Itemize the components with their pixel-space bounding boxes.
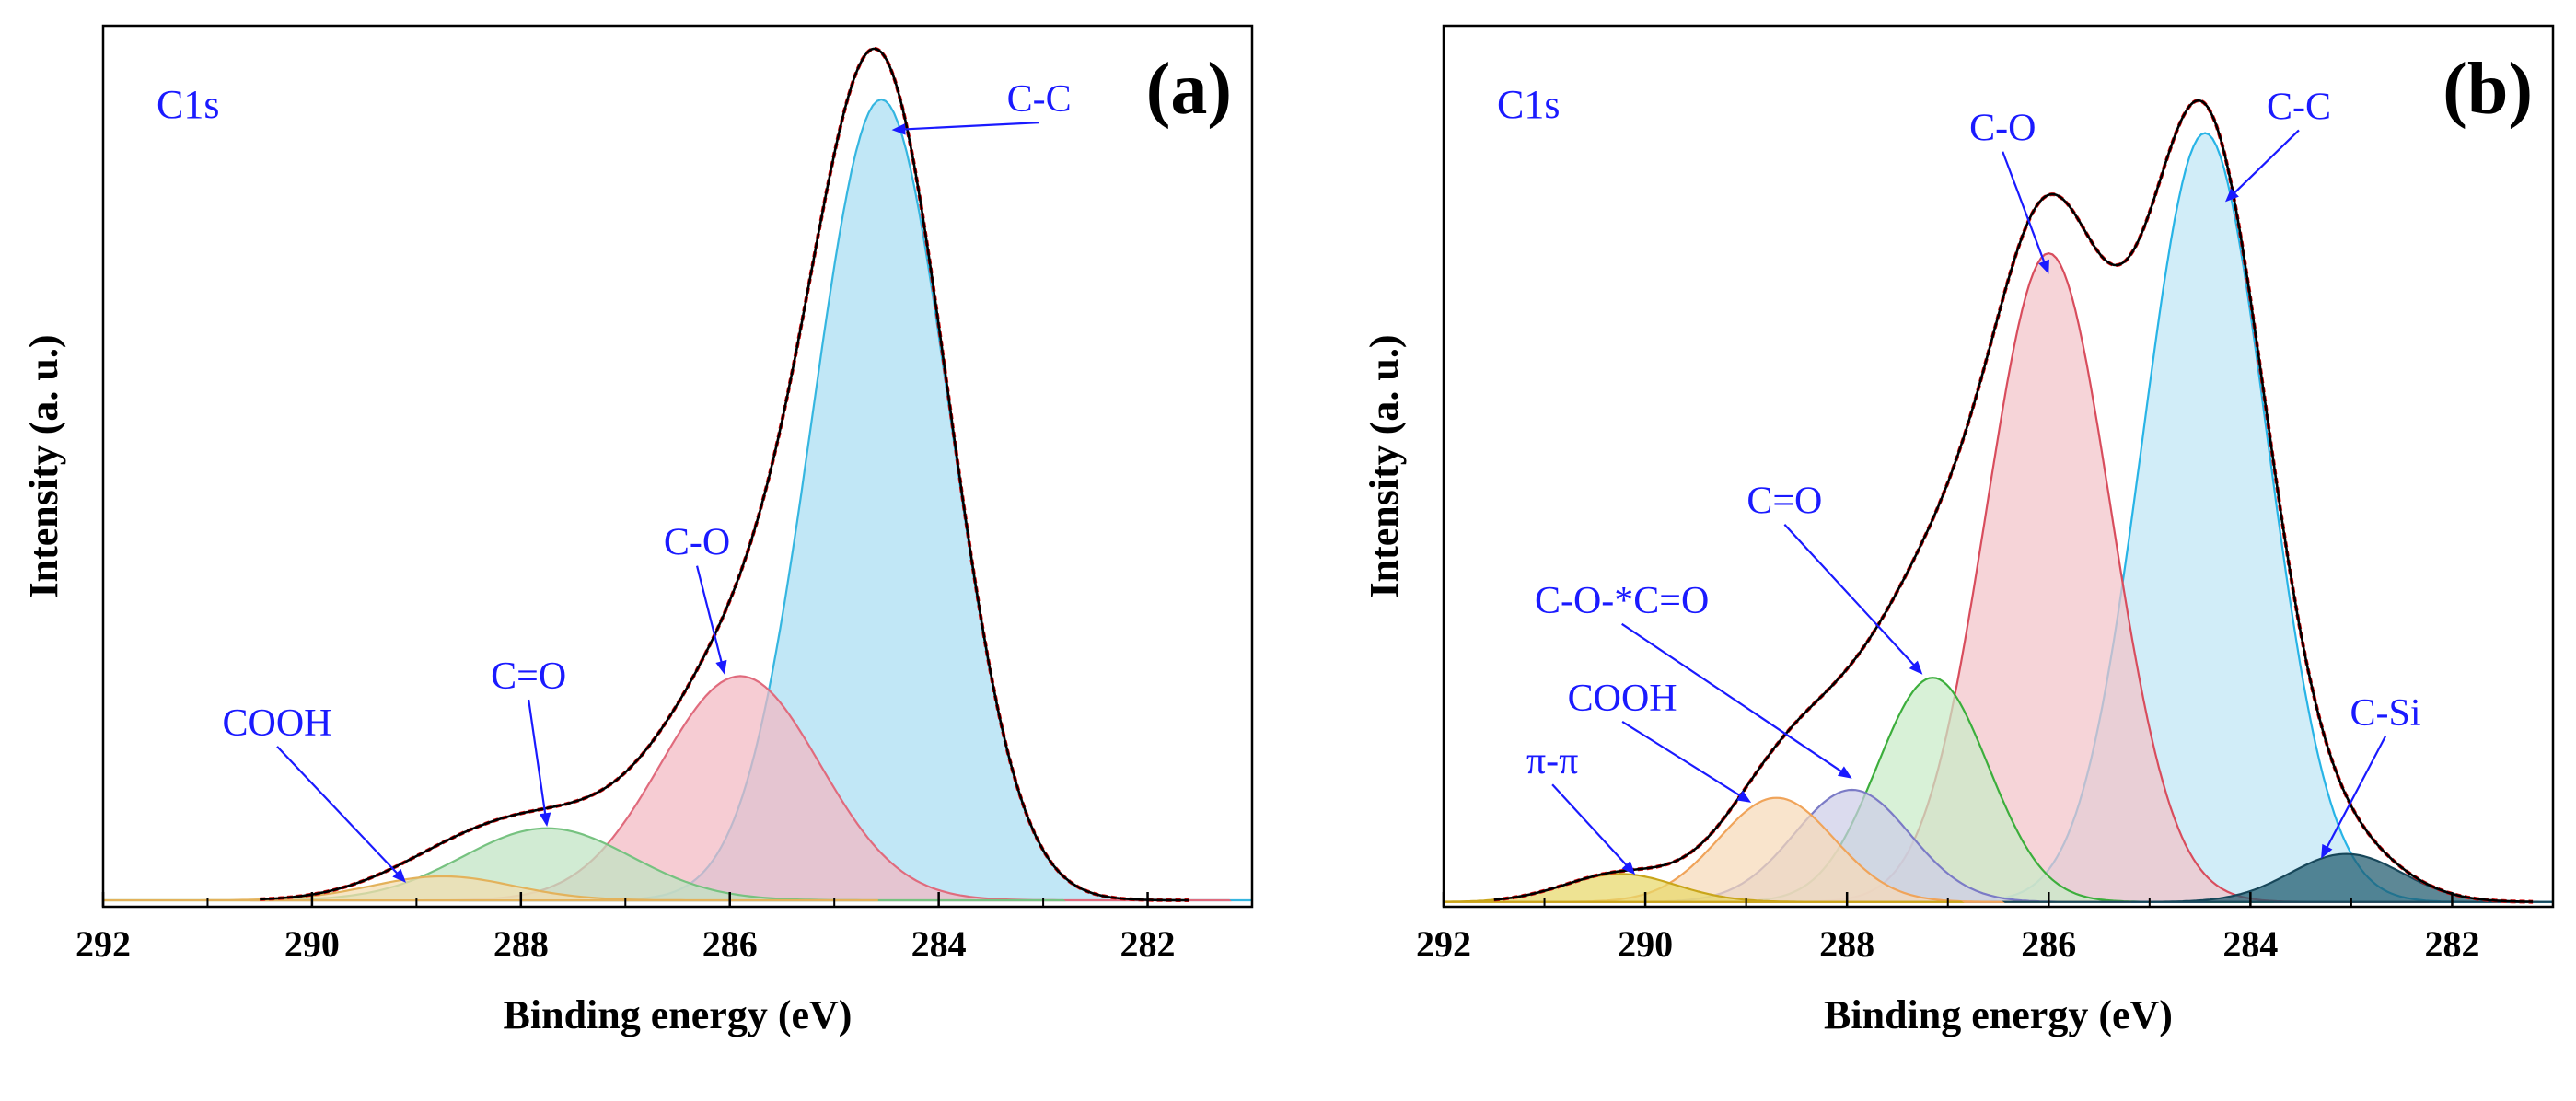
annotation-arrowhead-b-6: [2321, 843, 2333, 859]
annotation-label-a-2: C=O: [491, 655, 566, 698]
annotation-arrow-b-2: [1783, 523, 1920, 672]
measured-envelope-b: [1493, 99, 2534, 903]
annotation-label-a-0: C-C: [1007, 78, 1072, 121]
annotation-arrowhead-b-4: [1736, 790, 1752, 803]
plot-area-b: [1444, 99, 2553, 904]
annotation-arrowhead-b-0: [2224, 188, 2239, 203]
annotation-label-b-5: π-π: [1526, 740, 1578, 782]
annotation-label-b-1: C-O: [1969, 108, 2036, 150]
annotation-arrow-b-0: [2228, 129, 2300, 199]
x-tick-label-b-4: 284: [2222, 923, 2278, 965]
annotation-arrow-a-2: [528, 699, 548, 822]
x-tick-label-a-4: 284: [911, 923, 967, 965]
component-area-b-6: [2002, 852, 2553, 903]
annotation-arrowhead-a-0: [891, 123, 906, 135]
annotation-arrow-b-4: [1621, 720, 1747, 801]
x-tick-label-b-0: 292: [1416, 923, 1471, 965]
chart-panel-a: 292 290 288 286 284 282 Binding energy (eV) Int…: [21, 24, 1254, 1037]
x-axis-title-a: Binding energy (eV): [504, 992, 853, 1037]
measured-envelope-a: [260, 47, 1189, 902]
region-label-b: C1s: [1497, 82, 1560, 127]
annotation-arrow-b-5: [1551, 783, 1632, 872]
annotation-arrow-a-3: [276, 746, 403, 880]
x-tick-label-a-3: 286: [702, 923, 758, 965]
panel-label-a: (a): [1146, 49, 1232, 130]
annotation-label-b-2: C=O: [1746, 481, 1822, 523]
chart-panel-b: 292 290 288 286 284 282 Binding energy (eV) Int…: [1362, 24, 2555, 1037]
component-area-a-3: [103, 875, 878, 902]
annotation-label-b-4: COOH: [1568, 678, 1677, 720]
annotation-arrowhead-a-2: [539, 812, 551, 827]
annotation-arrow-a-1: [695, 565, 725, 670]
annotation-label-a-1: C-O: [664, 522, 730, 564]
x-tick-label-b-3: 286: [2021, 923, 2076, 965]
plot-frame-b: [1442, 24, 2555, 909]
annotation-arrow-b-1: [2002, 151, 2048, 270]
annotation-arrowhead-b-2: [1909, 660, 1923, 675]
x-tick-label-b-1: 290: [1618, 923, 1673, 965]
annotation-arrow-b-6: [2322, 736, 2387, 855]
x-tick-label-b-5: 282: [2424, 923, 2479, 965]
region-label-a: C1s: [157, 82, 219, 127]
x-tick-label-a-0: 292: [75, 923, 131, 965]
annotation-label-a-3: COOH: [223, 702, 332, 745]
annotation-label-b-6: C-Si: [2350, 692, 2421, 735]
annotation-label-b-3: C-O-*C=O: [1535, 580, 1709, 622]
y-axis-title-b: Intensity (a. u.): [1362, 334, 1407, 597]
panel-label-b: (b): [2443, 49, 2533, 130]
x-tick-label-a-1: 290: [284, 923, 340, 965]
annotation-arrowhead-a-1: [715, 659, 727, 675]
annotation-arrow-b-3: [1621, 622, 1849, 777]
x-tick-label-b-2: 288: [1819, 923, 1874, 965]
plot-frame-a: [101, 24, 1254, 909]
plot-area-a: [103, 47, 1252, 902]
component-area-b-5: [1444, 873, 1965, 903]
annotation-arrowhead-b-1: [2038, 259, 2049, 274]
x-axis-title-b: Binding energy (eV): [1824, 992, 2173, 1037]
annotation-arrow-a-0: [897, 122, 1039, 131]
y-axis-title-a: Intensity (a. u.): [21, 334, 66, 597]
x-tick-label-a-5: 282: [1120, 923, 1176, 965]
annotation-arrowhead-a-3: [392, 868, 407, 883]
annotation-arrowhead-b-5: [1621, 861, 1636, 875]
annotation-arrowhead-b-3: [1837, 766, 1852, 779]
annotation-label-b-0: C-C: [2267, 86, 2331, 128]
x-tick-label-a-2: 288: [493, 923, 549, 965]
